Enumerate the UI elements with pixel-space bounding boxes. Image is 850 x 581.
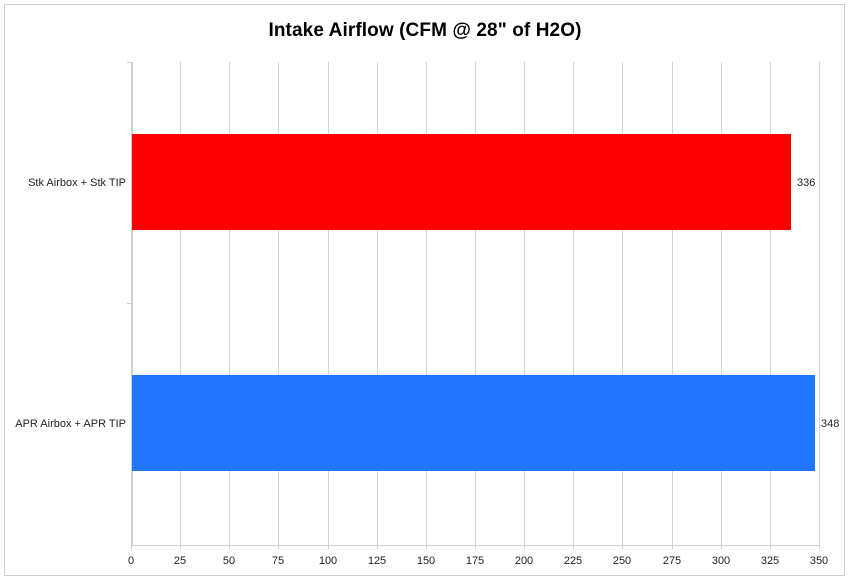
gridline xyxy=(377,62,378,545)
x-tick-label: 50 xyxy=(222,555,236,567)
x-tick-label: 150 xyxy=(416,555,436,567)
x-axis-tick xyxy=(328,545,329,549)
gridline xyxy=(180,62,181,545)
gridline xyxy=(278,62,279,545)
gridline xyxy=(672,62,673,545)
gridline xyxy=(524,62,525,545)
x-tick-label: 225 xyxy=(563,555,583,567)
x-axis-tick xyxy=(229,545,230,549)
x-axis-tick xyxy=(377,545,378,549)
x-axis-tick xyxy=(278,545,279,549)
bar-apr-airbox xyxy=(132,375,815,471)
x-axis-tick xyxy=(721,545,722,549)
x-tick-label: 275 xyxy=(662,555,682,567)
x-axis-tick xyxy=(475,545,476,549)
x-axis-tick xyxy=(672,545,673,549)
x-tick-label: 250 xyxy=(612,555,632,567)
y-axis-tick xyxy=(127,62,131,63)
bar-stk-airbox xyxy=(132,134,791,230)
gridline xyxy=(770,62,771,545)
x-tick-label: 325 xyxy=(760,555,780,567)
gridline xyxy=(573,62,574,545)
x-axis-tick xyxy=(524,545,525,549)
x-axis-tick xyxy=(770,545,771,549)
x-tick-label: 350 xyxy=(809,555,829,567)
x-axis-tick xyxy=(819,545,820,549)
data-label-stk: 336 xyxy=(797,177,816,189)
x-tick-label: 75 xyxy=(271,555,285,567)
x-tick-label: 100 xyxy=(318,555,338,567)
gridline xyxy=(426,62,427,545)
chart-title: Intake Airflow (CFM @ 28" of H2O) xyxy=(268,20,582,41)
x-axis-tick xyxy=(573,545,574,549)
data-label-apr: 348 xyxy=(821,418,840,430)
category-label-apr: APR Airbox + APR TIP xyxy=(15,418,126,430)
chart-frame xyxy=(4,4,845,576)
gridline xyxy=(475,62,476,545)
gridline xyxy=(721,62,722,545)
x-tick-label: 25 xyxy=(173,555,187,567)
x-tick-label: 125 xyxy=(367,555,387,567)
y-axis-tick xyxy=(127,303,131,304)
x-tick-label: 200 xyxy=(514,555,534,567)
plot-area: 336 348 xyxy=(127,62,840,549)
x-axis-tick xyxy=(180,545,181,549)
x-axis-tick xyxy=(426,545,427,549)
gridline xyxy=(328,62,329,545)
x-tick-label: 175 xyxy=(465,555,485,567)
gridline xyxy=(622,62,623,545)
x-axis-tick xyxy=(131,545,132,549)
x-axis-tick xyxy=(622,545,623,549)
gridline xyxy=(229,62,230,545)
x-tick-label: 0 xyxy=(127,555,135,567)
y-axis xyxy=(131,62,133,545)
gridline xyxy=(819,62,820,545)
category-label-stk: Stk Airbox + Stk TIP xyxy=(28,177,126,189)
x-tick-label: 300 xyxy=(711,555,731,567)
